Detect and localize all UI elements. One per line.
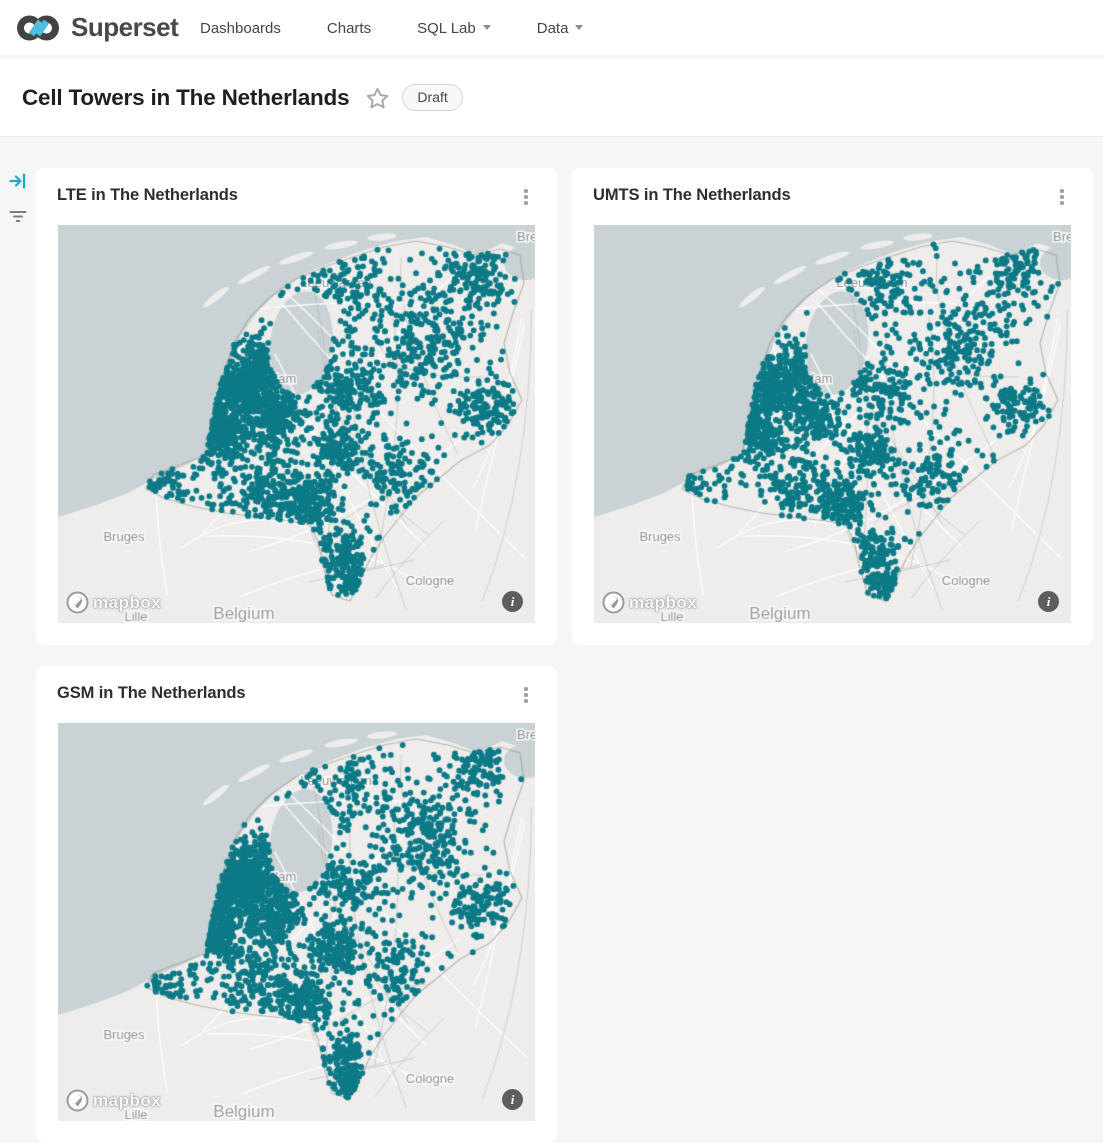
chart-options-menu[interactable] bbox=[519, 188, 533, 208]
map-canvas[interactable] bbox=[58, 225, 535, 623]
nav-dashboards[interactable]: Dashboards bbox=[200, 20, 281, 37]
superset-logo[interactable]: Superset bbox=[16, 12, 179, 43]
map-attribution-info-button[interactable]: i bbox=[502, 1089, 523, 1110]
mapbox-logo[interactable]: mapbox bbox=[602, 591, 697, 614]
chevron-down-icon bbox=[575, 25, 584, 34]
chart-title: GSM in The Netherlands bbox=[57, 684, 246, 702]
dashboard-header: Cell Towers in The Netherlands Draft bbox=[0, 59, 1103, 137]
map-attribution-info-button[interactable]: i bbox=[502, 591, 523, 612]
map-canvas[interactable] bbox=[58, 723, 535, 1121]
expand-filter-bar-button[interactable] bbox=[8, 171, 28, 191]
nav-data[interactable]: Data bbox=[537, 20, 584, 37]
chart-title: UMTS in The Netherlands bbox=[593, 186, 791, 204]
status-badge: Draft bbox=[402, 84, 463, 111]
top-navbar: Superset Dashboards Charts SQL Lab Data bbox=[0, 0, 1103, 57]
favorite-star-icon[interactable] bbox=[366, 87, 389, 110]
mapbox-wordmark: mapbox bbox=[93, 1090, 162, 1110]
brand-name: Superset bbox=[71, 12, 179, 42]
chart-card-lte: LTE in The Netherlands mapbox i bbox=[36, 168, 557, 645]
map-canvas[interactable] bbox=[594, 225, 1071, 623]
chart-title: LTE in The Netherlands bbox=[57, 186, 238, 204]
chart-options-menu[interactable] bbox=[519, 686, 533, 706]
nav-sql-lab[interactable]: SQL Lab bbox=[417, 20, 491, 37]
chevron-down-icon bbox=[482, 25, 491, 34]
chart-options-menu[interactable] bbox=[1055, 188, 1069, 208]
mapbox-wordmark: mapbox bbox=[93, 592, 162, 612]
page-title: Cell Towers in The Netherlands bbox=[22, 84, 350, 110]
mapbox-pin-icon bbox=[602, 591, 625, 614]
mapbox-wordmark: mapbox bbox=[629, 592, 698, 612]
filter-bar-collapsed bbox=[0, 138, 36, 1014]
chart-card-gsm: GSM in The Netherlands mapbox i bbox=[36, 666, 557, 1143]
main-nav: Dashboards Charts SQL Lab Data bbox=[200, 0, 584, 57]
map-umts[interactable]: mapbox i bbox=[594, 225, 1071, 623]
mapbox-pin-icon bbox=[66, 591, 89, 614]
nav-charts[interactable]: Charts bbox=[326, 20, 372, 37]
mapbox-pin-icon bbox=[66, 1089, 89, 1112]
filter-icon[interactable] bbox=[8, 206, 28, 226]
mapbox-logo[interactable]: mapbox bbox=[66, 591, 161, 614]
mapbox-logo[interactable]: mapbox bbox=[66, 1089, 161, 1112]
superset-infinity-icon bbox=[17, 15, 59, 40]
chart-card-umts: UMTS in The Netherlands mapbox i bbox=[572, 168, 1093, 645]
map-gsm[interactable]: mapbox i bbox=[58, 723, 535, 1121]
map-lte[interactable]: mapbox i bbox=[58, 225, 535, 623]
map-attribution-info-button[interactable]: i bbox=[1038, 591, 1059, 612]
